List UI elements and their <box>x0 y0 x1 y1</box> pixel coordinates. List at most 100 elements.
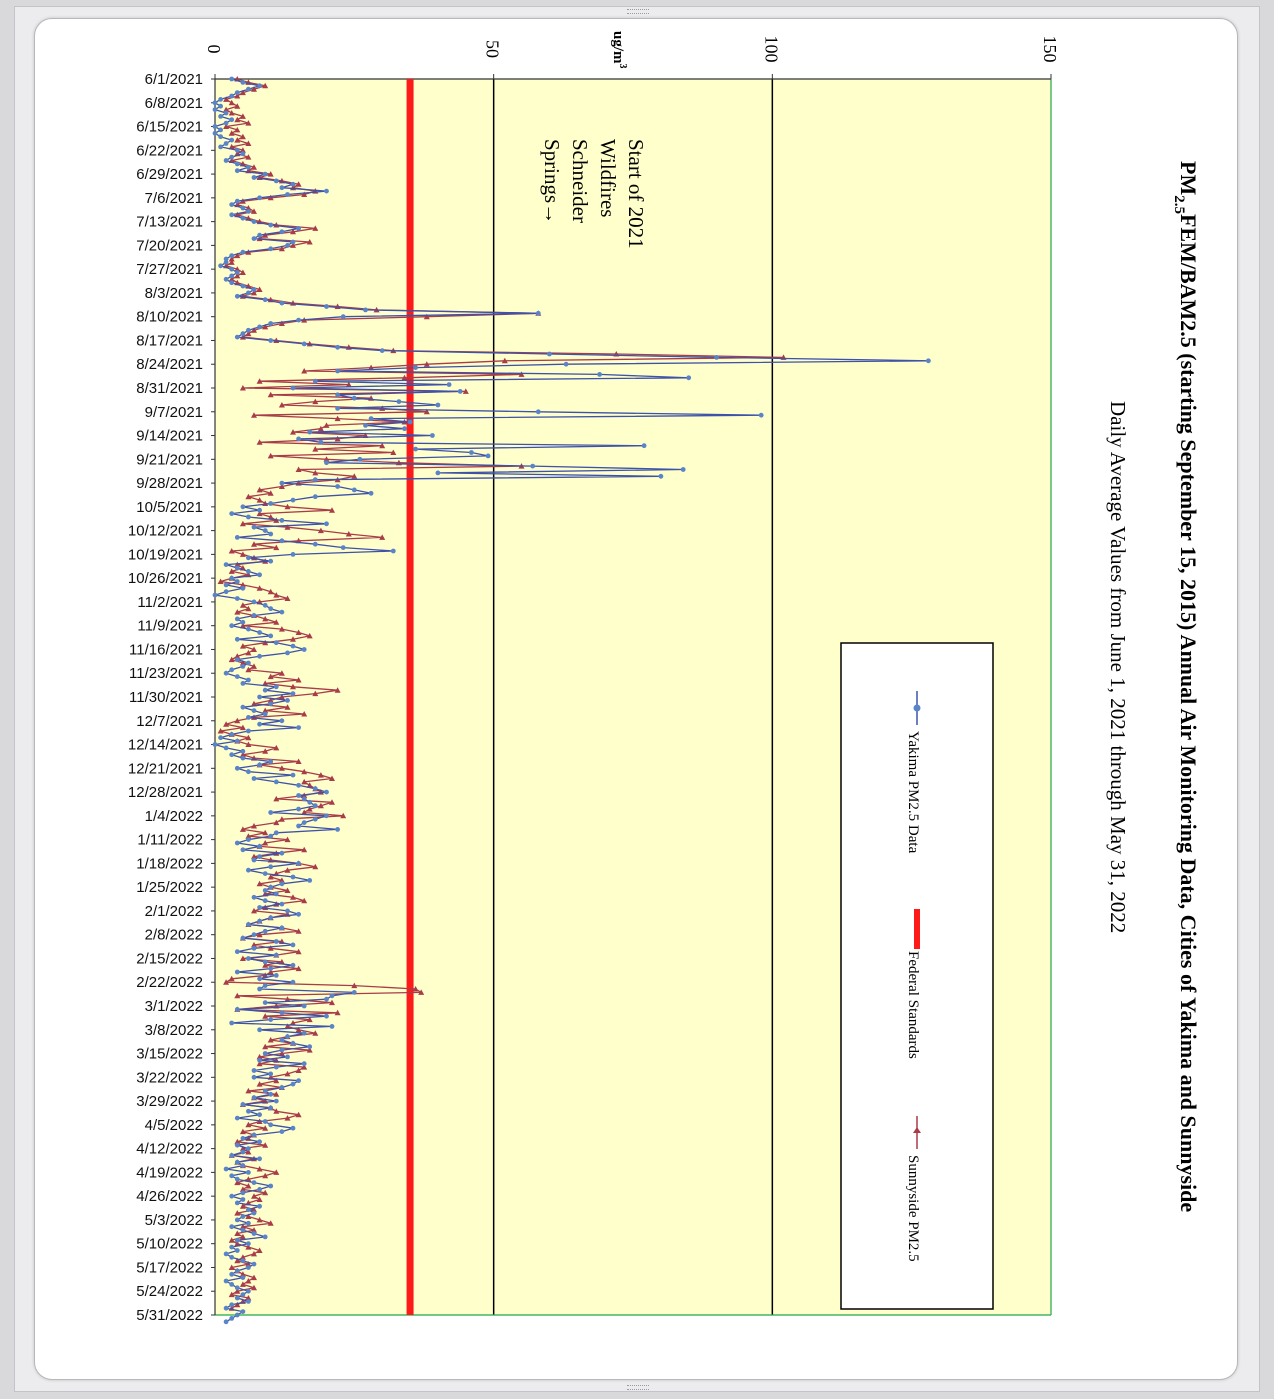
yakima-point <box>212 742 218 747</box>
annotation-line-3: Schneider <box>568 139 592 223</box>
yakima-point <box>312 816 318 822</box>
yakima-point <box>246 1220 251 1226</box>
yakima-point <box>285 698 290 703</box>
yakima-point <box>268 966 274 971</box>
yakima-point <box>285 1054 290 1060</box>
sunnyside-point <box>284 1023 291 1029</box>
legend: Yakima PM2.5 Data Federal Standards Sunn… <box>840 642 994 1310</box>
yakima-point <box>223 1305 229 1311</box>
yakima-point <box>257 918 262 924</box>
sunnyside-point <box>234 1257 241 1264</box>
sunnyside-point <box>245 1295 252 1301</box>
sunnyside-point <box>301 191 308 197</box>
yakima-point <box>268 338 274 343</box>
yakima-point <box>240 1197 246 1202</box>
yakima-point <box>246 715 251 720</box>
yakima-point <box>229 137 235 143</box>
x-tick-label: 6/22/2021 <box>136 142 203 159</box>
sunnyside-point <box>295 1026 302 1033</box>
sunnyside-point <box>228 99 235 106</box>
sunnyside-point <box>245 1261 252 1267</box>
sunnyside-point <box>278 320 285 326</box>
sunnyside-point <box>262 680 269 686</box>
sunnyside-point <box>256 486 263 493</box>
sunnyside-point <box>323 456 330 462</box>
yakima-point <box>268 321 274 326</box>
y-tick-label-150: 150 <box>1040 36 1060 63</box>
yakima-point <box>251 894 257 900</box>
sunnyside-point <box>234 1138 241 1145</box>
yakima-point <box>234 168 240 174</box>
yakima-point <box>229 1271 235 1277</box>
yakima-point <box>686 375 692 381</box>
yakima-point <box>279 185 285 191</box>
yakima-point <box>229 1244 235 1250</box>
yakima-point <box>680 467 686 472</box>
sunnyside-point <box>262 748 269 754</box>
sunnyside-point <box>329 507 335 513</box>
yakima-point <box>246 569 251 574</box>
sunnyside-point <box>239 113 246 119</box>
yakima-point <box>296 1078 301 1084</box>
yakima-point <box>229 1254 235 1260</box>
sunnyside-point <box>234 1179 241 1186</box>
sunnyside-point <box>295 629 302 635</box>
sunnyside-point <box>245 1213 252 1219</box>
sunnyside-point <box>239 1271 246 1277</box>
yakima-point <box>257 630 262 635</box>
yakima-point <box>290 942 296 948</box>
sunnyside-point <box>228 548 235 554</box>
yakima-point <box>246 555 251 561</box>
yakima-point <box>234 738 240 744</box>
sunnyside-point <box>228 568 235 574</box>
x-tick-label: 5/3/2022 <box>145 1212 203 1229</box>
sunnyside-point <box>412 986 419 992</box>
sunnyside-point <box>239 89 246 96</box>
sunnyside-point <box>239 133 246 140</box>
yakima-point <box>257 721 262 727</box>
yakima-point <box>469 450 474 455</box>
svg-text:ug/m3: ug/m3 <box>610 31 628 69</box>
yakima-point <box>251 1261 257 1267</box>
yakima-point <box>285 243 290 248</box>
legend-label-federal: Federal Standards <box>905 951 921 1059</box>
yakima-point <box>262 297 268 303</box>
resize-grip-top-icon[interactable] <box>627 9 649 14</box>
yakima-point <box>251 857 257 863</box>
sunnyside-point <box>312 690 319 697</box>
yakima-point <box>257 324 262 330</box>
x-tick-label: 7/13/2021 <box>136 214 203 231</box>
sunnyside-point <box>262 1189 269 1196</box>
sunnyside-point <box>312 225 319 231</box>
resize-grip-bottom-icon[interactable] <box>627 1385 649 1390</box>
yakima-point <box>223 582 229 588</box>
yakima-point <box>234 616 240 622</box>
sunnyside-point <box>239 643 246 649</box>
sunnyside-point <box>267 697 274 703</box>
sunnyside-point <box>518 371 525 377</box>
sunnyside-point <box>345 531 352 537</box>
sunnyside-point <box>251 1250 257 1257</box>
yakima-point <box>290 643 296 649</box>
yakima-point <box>296 793 301 798</box>
yakima-point <box>240 1309 246 1314</box>
sunnyside-point <box>312 469 319 476</box>
x-tick-label: 3/29/2022 <box>136 1093 203 1110</box>
x-tick-label: 10/26/2021 <box>128 570 203 587</box>
yakima-point <box>246 660 251 666</box>
x-tick-label: 6/29/2021 <box>136 166 203 183</box>
yakima-point <box>251 219 257 225</box>
sunnyside-point <box>284 503 291 510</box>
sunnyside-point <box>251 327 257 333</box>
yakima-point <box>229 117 235 123</box>
yakima-point <box>340 545 346 550</box>
x-tick-label: 5/17/2022 <box>136 1259 203 1276</box>
x-tick-label: 11/23/2021 <box>129 665 203 682</box>
yakima-point <box>234 579 240 584</box>
sunnyside-point <box>239 1281 246 1287</box>
sunnyside-point <box>284 595 291 601</box>
yakima-point <box>229 1302 235 1308</box>
sunnyside-point <box>267 490 274 496</box>
sunnyside-point <box>267 452 274 459</box>
sunnyside-point <box>234 1301 241 1308</box>
